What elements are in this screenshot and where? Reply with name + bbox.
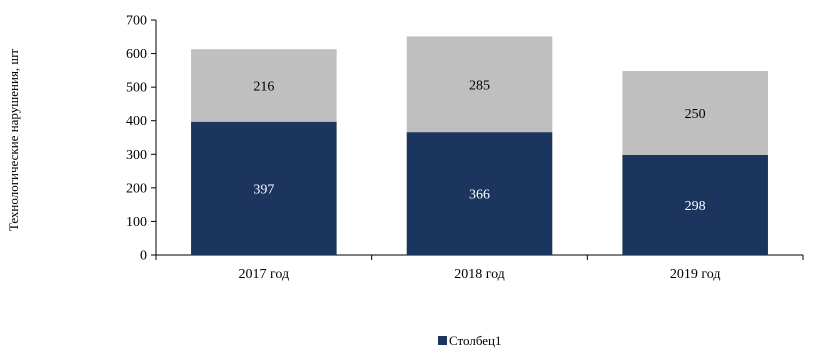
y-tick-label: 600 (126, 47, 147, 62)
x-tick-label: 2018 год (454, 267, 505, 282)
bar-segment-1 (406, 132, 553, 255)
bar-segment-1 (622, 154, 768, 255)
y-tick-label: 300 (126, 148, 147, 163)
y-tick-label: 100 (126, 215, 147, 230)
y-tick-label: 500 (126, 81, 147, 96)
y-tick-label: 700 (126, 14, 147, 29)
y-tick-label: 200 (126, 181, 147, 196)
y-tick-label: 400 (126, 114, 147, 129)
bar-segment-2 (406, 36, 553, 133)
x-tick-label: 2017 год (239, 267, 290, 282)
data-label: 298 (685, 199, 706, 214)
x-tick-label: 2019 год (670, 267, 721, 282)
x-axis: 2017 год 2018 год 2019 год (155, 254, 804, 282)
data-label: 285 (469, 78, 490, 93)
bar-segment-2 (191, 49, 337, 122)
legend: Столбец1 (438, 333, 502, 348)
data-label: 250 (685, 107, 706, 122)
data-label: 216 (253, 79, 274, 94)
y-axis: 0 100 200 300 400 500 600 700 (126, 14, 157, 264)
data-label: 366 (469, 188, 490, 203)
bars-group: 397 216 366 285 298 250 (191, 36, 768, 255)
y-axis-label: Технологические нарушения, шт (6, 49, 21, 232)
legend-label: Столбец1 (449, 333, 502, 348)
bar-segment-1 (191, 121, 337, 255)
legend-swatch (438, 336, 447, 345)
data-label: 397 (253, 182, 274, 197)
bar-segment-2 (622, 71, 768, 155)
y-tick-label: 0 (140, 249, 147, 264)
